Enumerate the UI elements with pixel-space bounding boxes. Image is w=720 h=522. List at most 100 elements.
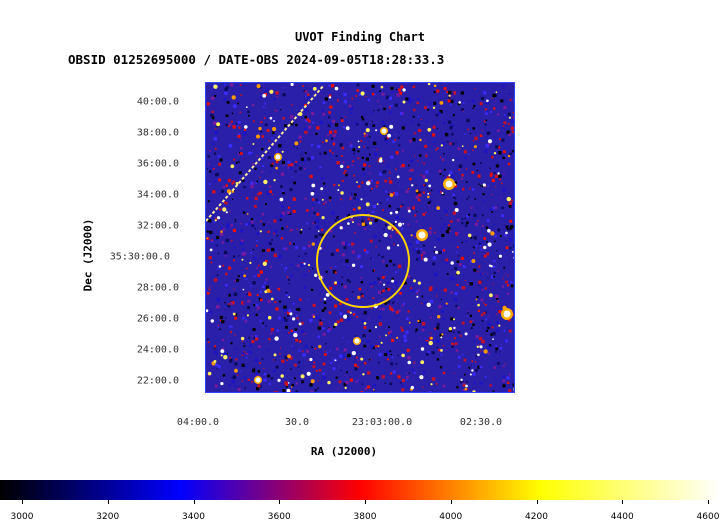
noise-pixel (237, 103, 239, 105)
noise-pixel (209, 256, 212, 259)
noise-pixel (382, 256, 384, 258)
noise-pixel (351, 112, 353, 114)
noise-pixel (422, 162, 423, 163)
noise-pixel (511, 127, 515, 131)
noise-pixel (432, 351, 435, 354)
bright-star (504, 311, 511, 318)
noise-pixel (221, 227, 223, 229)
star (340, 191, 343, 194)
noise-pixel (379, 316, 382, 319)
noise-pixel (339, 355, 342, 358)
noise-pixel (373, 142, 376, 145)
colorbar-tick-mark (708, 500, 709, 504)
noise-pixel (454, 202, 458, 206)
noise-pixel (423, 245, 425, 247)
noise-pixel (268, 231, 270, 233)
noise-pixel (341, 284, 343, 286)
noise-pixel (379, 282, 381, 284)
noise-pixel (257, 274, 260, 277)
noise-pixel (369, 392, 372, 393)
star (483, 246, 486, 249)
star (387, 134, 391, 138)
noise-pixel (322, 373, 325, 376)
noise-pixel (357, 89, 360, 92)
star (241, 337, 244, 340)
noise-pixel (238, 388, 241, 391)
noise-pixel (407, 373, 409, 375)
noise-pixel (494, 241, 496, 243)
noise-pixel (453, 332, 455, 334)
noise-pixel (316, 213, 319, 216)
noise-pixel (251, 152, 253, 154)
noise-pixel (233, 159, 235, 161)
sky-image[interactable] (205, 82, 515, 393)
noise-pixel (472, 188, 475, 191)
noise-pixel (305, 90, 308, 93)
noise-pixel (249, 292, 250, 293)
star (512, 251, 514, 253)
star (364, 322, 367, 325)
noise-pixel (317, 388, 318, 389)
noise-pixel (288, 161, 291, 164)
noise-pixel (401, 228, 403, 230)
noise-pixel (395, 216, 398, 219)
noise-pixel (408, 100, 411, 103)
noise-pixel (474, 214, 477, 217)
noise-pixel (217, 177, 218, 178)
noise-pixel (423, 327, 425, 329)
noise-pixel (325, 343, 327, 345)
noise-pixel (509, 374, 511, 376)
noise-pixel (491, 308, 492, 309)
noise-pixel (264, 282, 266, 284)
noise-pixel (253, 183, 255, 185)
star (477, 304, 480, 307)
noise-pixel (429, 102, 431, 104)
noise-pixel (242, 381, 243, 382)
star (488, 242, 492, 246)
noise-pixel (511, 200, 513, 202)
noise-pixel (281, 205, 284, 208)
noise-pixel (362, 383, 363, 384)
noise-pixel (250, 285, 252, 287)
noise-pixel (262, 322, 264, 324)
noise-pixel (447, 338, 448, 339)
noise-pixel (509, 153, 512, 156)
noise-pixel (277, 235, 278, 236)
noise-pixel (480, 135, 483, 138)
noise-pixel (423, 191, 425, 193)
colorbar-tick-mark (451, 500, 452, 504)
noise-pixel (436, 326, 439, 329)
noise-pixel (282, 192, 285, 195)
noise-pixel (421, 148, 422, 149)
noise-pixel (498, 271, 500, 273)
noise-pixel (484, 200, 486, 202)
noise-pixel (492, 98, 493, 99)
noise-pixel (443, 385, 446, 388)
noise-pixel (463, 265, 466, 268)
noise-pixel (283, 93, 286, 96)
noise-pixel (336, 377, 338, 379)
star (441, 144, 443, 146)
noise-pixel (499, 354, 501, 356)
noise-pixel (398, 376, 401, 379)
noise-pixel (275, 307, 278, 310)
noise-pixel (367, 371, 370, 374)
noise-pixel (510, 281, 512, 283)
star (366, 181, 370, 185)
noise-pixel (295, 339, 298, 342)
noise-pixel (236, 359, 238, 361)
noise-pixel (429, 227, 431, 229)
noise-pixel (495, 175, 498, 178)
noise-pixel (477, 271, 478, 272)
noise-pixel (366, 224, 367, 225)
noise-pixel (329, 346, 330, 347)
noise-pixel (274, 230, 277, 233)
noise-pixel (441, 299, 442, 300)
noise-pixel (432, 377, 435, 380)
noise-pixel (286, 173, 287, 174)
noise-pixel (262, 165, 264, 167)
noise-pixel (243, 131, 247, 135)
noise-pixel (291, 229, 293, 231)
noise-pixel (301, 297, 302, 298)
noise-pixel (425, 185, 426, 186)
